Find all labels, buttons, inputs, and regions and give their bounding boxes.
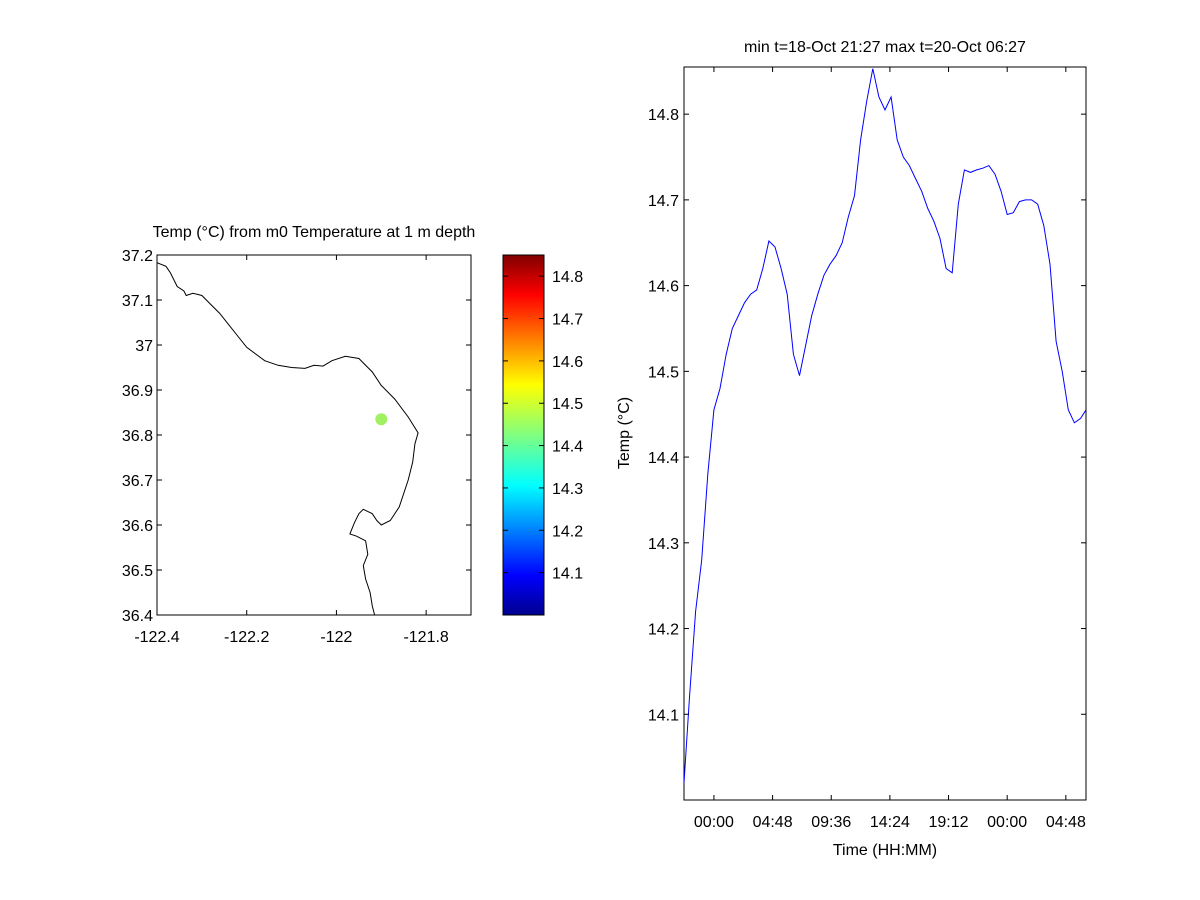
station-marker (375, 413, 388, 426)
map-plot-area (156, 254, 472, 616)
timeseries-y-tick-label: 14.7 (648, 193, 679, 210)
temperature-series-line (684, 68, 1086, 783)
timeseries-title: min t=18-Oct 21:27 max t=20-Oct 06:27 (744, 39, 1026, 56)
map-y-tick-label: 37 (135, 338, 153, 355)
colorbar-tick-label: 14.3 (552, 481, 583, 498)
map-y-tick-label: 37.1 (122, 293, 153, 310)
timeseries-y-tick-label: 14.4 (648, 450, 679, 467)
colorbar-ticks: 14.1 14.2 14.3 14.4 14.5 14.6 14.7 14.8 (503, 269, 583, 583)
map-points (375, 413, 388, 426)
map-y-tick-label: 36.6 (122, 518, 153, 535)
timeseries-plot-area (683, 66, 1087, 801)
timeseries-y-tick-label: 14.8 (648, 107, 679, 124)
colorbar-tick-label: 14.7 (552, 312, 583, 329)
map-y-tick-label: 36.9 (122, 383, 153, 400)
map-title: Temp (°C) from m0 Temperature at 1 m dep… (153, 224, 476, 241)
timeseries-x-tick-label: 00:00 (987, 814, 1027, 831)
timeseries-y-tick-label: 14.5 (648, 364, 679, 381)
map-x-tick-label: -122.2 (224, 629, 269, 646)
timeseries-y-tick-label: 14.2 (648, 622, 679, 639)
colorbar-tick-label: 14.5 (552, 396, 583, 413)
map-x-tick-label: -121.8 (403, 629, 448, 646)
map-x-axis: -122.4 -122.2 -122 -121.8 (134, 255, 449, 646)
timeseries-panel: min t=18-Oct 21:27 max t=20-Oct 06:27 00… (616, 39, 1087, 859)
timeseries-x-tick-label: 19:12 (929, 814, 969, 831)
timeseries-x-tick-label: 04:48 (753, 814, 793, 831)
map-panel: Temp (°C) from m0 Temperature at 1 m dep… (122, 224, 475, 646)
map-y-tick-label: 36.4 (122, 608, 153, 625)
timeseries-y-tick-label: 14.1 (648, 707, 679, 724)
colorbar-tick-label: 14.1 (552, 566, 583, 583)
timeseries-x-tick-label: 14:24 (870, 814, 910, 831)
map-y-tick-label: 36.5 (122, 563, 153, 580)
map-y-tick-label: 36.7 (122, 473, 153, 490)
timeseries-y-tick-label: 14.3 (648, 536, 679, 553)
timeseries-y-tick-label: 14.6 (648, 279, 679, 296)
timeseries-x-label: Time (HH:MM) (833, 842, 937, 859)
timeseries-x-tick-label: 04:48 (1046, 814, 1086, 831)
map-y-axis: 36.4 36.5 36.6 36.7 36.8 36.9 37 37.1 37.2 (122, 248, 471, 625)
map-y-tick-label: 37.2 (122, 248, 153, 265)
colorbar: 14.1 14.2 14.3 14.4 14.5 14.6 14.7 14.8 (502, 254, 583, 616)
map-x-tick-label: -122.4 (134, 629, 179, 646)
coastline (157, 262, 419, 615)
map-x-tick-label: -122 (320, 629, 352, 646)
timeseries-x-axis: 00:00 04:48 09:36 14:24 19:12 00:00 04:48 (694, 67, 1086, 831)
map-y-tick-label: 36.8 (122, 428, 153, 445)
timeseries-y-label: Temp (°C) (616, 397, 633, 469)
colorbar-gradient (502, 254, 545, 616)
timeseries-x-tick-label: 00:00 (694, 814, 734, 831)
colorbar-tick-label: 14.2 (552, 523, 583, 540)
colorbar-tick-label: 14.4 (552, 439, 583, 456)
colorbar-tick-label: 14.6 (552, 354, 583, 371)
timeseries-y-axis: 14.1 14.2 14.3 14.4 14.5 14.6 14.7 14.8 (648, 107, 1086, 724)
colorbar-tick-label: 14.8 (552, 269, 583, 286)
timeseries-x-tick-label: 09:36 (811, 814, 851, 831)
